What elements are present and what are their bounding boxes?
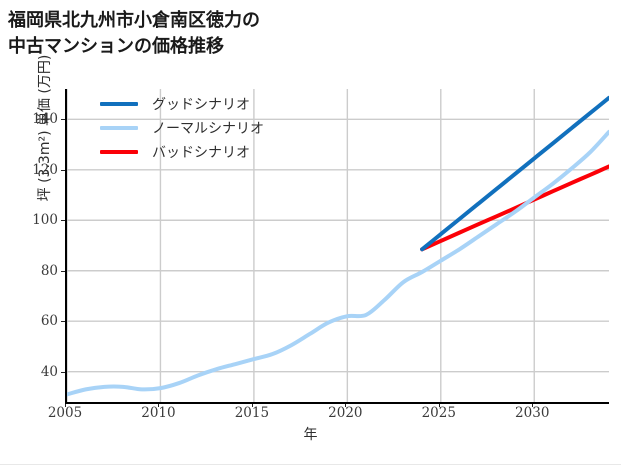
x-tick-label: 2005 (47, 405, 83, 421)
x-tick-mark (438, 403, 440, 407)
series-line (420, 164, 609, 252)
chart-legend: グッドシナリオ ノーマルシナリオ バッドシナリオ (100, 92, 310, 164)
x-tick-mark (251, 403, 253, 407)
chart-svg (67, 89, 609, 402)
series-line (420, 95, 609, 252)
y-tick-mark (61, 270, 65, 272)
y-tick-mark (61, 321, 65, 323)
x-tick-label: 2030 (515, 405, 550, 421)
x-tick-label: 2010 (141, 405, 176, 421)
y-tick-mark (61, 371, 65, 373)
x-tick-label: 2015 (234, 405, 270, 421)
page-title: 福岡県北九州市小倉南区徳力の 中古マンションの価格推移 (8, 10, 260, 57)
y-tick-mark (61, 119, 65, 121)
y-tick-label: 80 (40, 262, 58, 279)
y-tick-mark (61, 169, 65, 171)
y-tick-label: 60 (40, 313, 58, 330)
series-line (67, 129, 609, 397)
plot-area (65, 89, 609, 404)
x-axis-label: 年 (303, 427, 318, 443)
legend-item-label: バッドシナリオ (152, 145, 250, 161)
y-tick-mark (61, 220, 65, 222)
y-axis-label: 坪 (3.3m²) 単価 (万円) (37, 54, 53, 202)
x-tick-label: 2020 (328, 405, 363, 421)
y-tick-label: 140 (32, 111, 58, 128)
x-tick-mark (345, 403, 347, 407)
y-tick-label: 100 (32, 212, 58, 229)
legend-color-swatch (100, 126, 138, 130)
y-tick-label: 120 (32, 161, 58, 178)
x-tick-label: 2025 (421, 405, 456, 421)
legend-item[interactable]: ノーマルシナリオ (100, 116, 310, 140)
x-tick-mark (65, 403, 66, 407)
legend-item[interactable]: グッドシナリオ (100, 92, 310, 116)
legend-item[interactable]: バッドシナリオ (100, 140, 310, 164)
x-tick-mark (532, 403, 534, 407)
legend-item-label: ノーマルシナリオ (152, 121, 264, 137)
x-tick-mark (158, 403, 160, 407)
legend-color-swatch (100, 102, 138, 106)
legend-color-swatch (100, 150, 138, 154)
legend-item-label: グッドシナリオ (152, 97, 250, 113)
y-tick-label: 40 (40, 363, 58, 380)
